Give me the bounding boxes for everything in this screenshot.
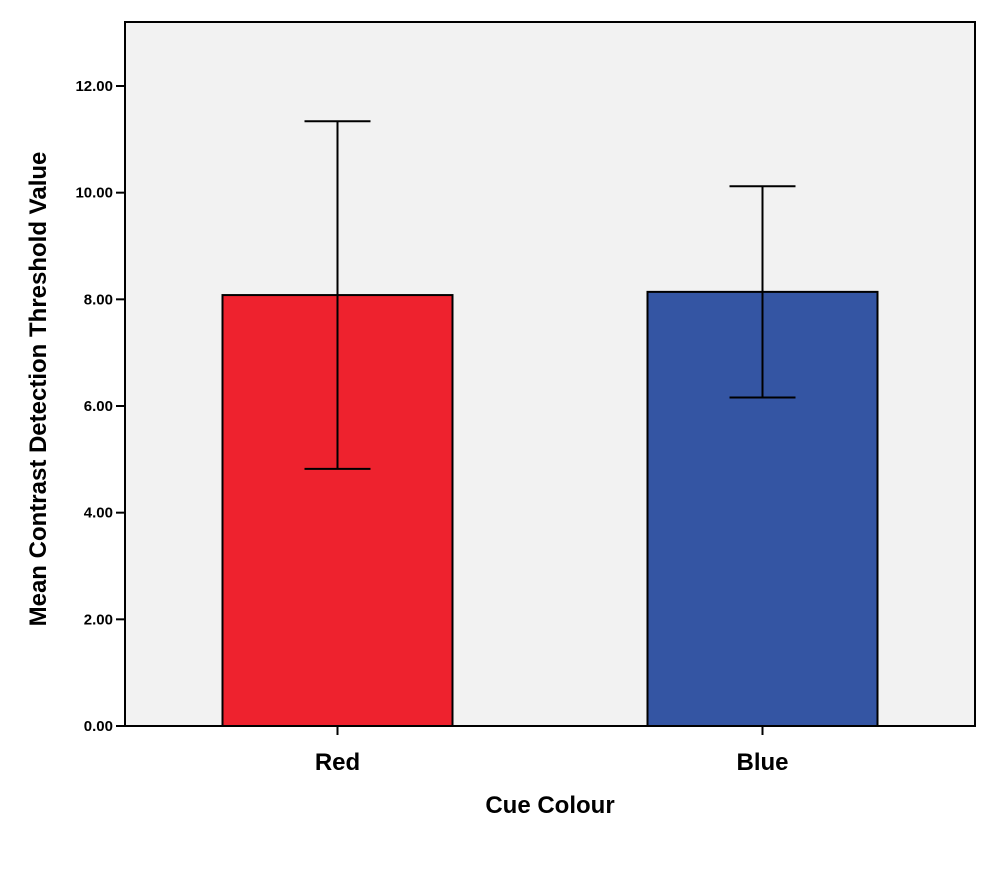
x-tick-label: Red [315,749,360,776]
y-tick-label: 12.00 [75,78,113,95]
x-axis-title: Cue Colour [485,792,614,819]
y-tick-label: 8.00 [84,291,113,308]
error-bar-red [304,120,371,470]
y-tick-label: 4.00 [84,505,113,522]
y-tick-label: 6.00 [84,398,113,415]
y-tick-label: 10.00 [75,185,113,202]
y-tick-label: 0.00 [84,718,113,735]
y-axis-title: Mean Contrast Detection Threshold Value [25,152,52,627]
y-axis: 0.00 2.00 4.00 6.00 8.00 10.00 12.00 [75,78,125,735]
error-bar-blue [729,185,796,399]
x-tick-label: Blue [736,749,788,776]
y-tick-label: 2.00 [84,611,113,628]
x-axis: Red Blue [315,726,789,776]
error-bars [304,120,796,470]
